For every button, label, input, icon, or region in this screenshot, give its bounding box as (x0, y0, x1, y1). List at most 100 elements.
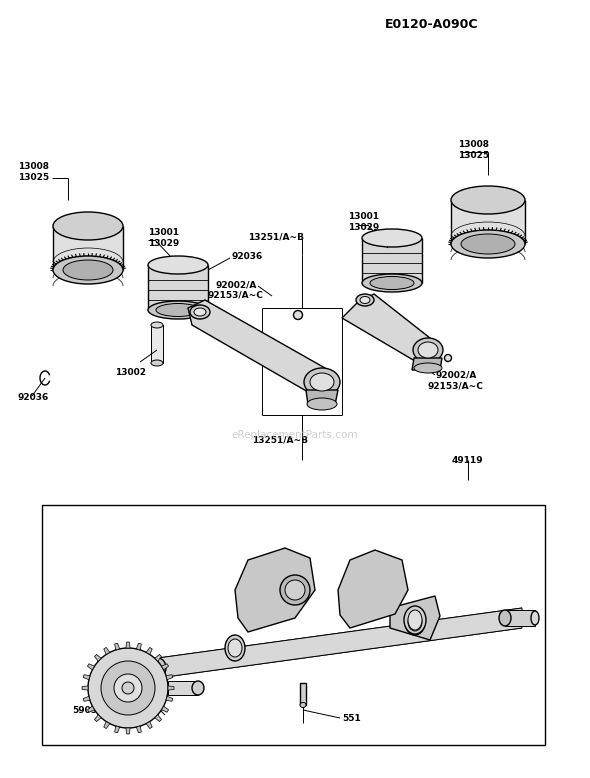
Polygon shape (83, 675, 90, 680)
Bar (42, 505, 545, 745)
Text: 13251/A~B: 13251/A~B (252, 435, 308, 444)
Bar (505, 610, 535, 626)
Polygon shape (114, 643, 120, 650)
Ellipse shape (360, 296, 370, 303)
Polygon shape (390, 596, 440, 640)
Ellipse shape (356, 294, 374, 306)
Polygon shape (235, 548, 315, 632)
Ellipse shape (531, 611, 539, 625)
Ellipse shape (194, 308, 206, 316)
Ellipse shape (88, 648, 168, 728)
Polygon shape (136, 643, 141, 650)
Polygon shape (82, 686, 88, 690)
Polygon shape (155, 715, 162, 721)
Ellipse shape (404, 606, 426, 634)
Ellipse shape (451, 186, 525, 214)
Ellipse shape (307, 398, 337, 410)
Ellipse shape (418, 342, 438, 358)
Ellipse shape (151, 360, 163, 366)
Text: 59051: 59051 (72, 706, 103, 715)
Ellipse shape (228, 639, 242, 657)
Text: 92036: 92036 (232, 252, 263, 261)
Polygon shape (94, 715, 101, 721)
Ellipse shape (122, 682, 134, 694)
Bar (168, 681, 198, 695)
Text: 13251/A~B: 13251/A~B (248, 232, 304, 241)
Text: E0120-A090C: E0120-A090C (385, 18, 478, 31)
Polygon shape (87, 706, 94, 712)
Ellipse shape (444, 355, 451, 362)
Text: 13008: 13008 (458, 140, 489, 149)
Text: 13002: 13002 (115, 368, 146, 377)
Text: 49119: 49119 (452, 456, 484, 465)
Ellipse shape (148, 301, 208, 319)
Ellipse shape (150, 658, 166, 678)
Polygon shape (162, 706, 169, 712)
Text: 13001: 13001 (348, 212, 379, 221)
Ellipse shape (225, 635, 245, 661)
Text: 551: 551 (342, 714, 360, 723)
Polygon shape (136, 726, 141, 733)
Polygon shape (126, 728, 130, 734)
Ellipse shape (156, 303, 200, 317)
Text: 13029: 13029 (148, 239, 179, 248)
Text: 92002/A: 92002/A (215, 280, 257, 289)
Ellipse shape (63, 260, 113, 280)
Ellipse shape (280, 575, 310, 605)
Ellipse shape (362, 274, 422, 292)
Polygon shape (104, 721, 110, 728)
Ellipse shape (461, 234, 515, 254)
Ellipse shape (293, 310, 303, 320)
Polygon shape (158, 608, 522, 678)
Ellipse shape (300, 703, 306, 707)
Text: 92153/A~C: 92153/A~C (428, 381, 484, 390)
Text: 13008: 13008 (18, 162, 49, 171)
Polygon shape (104, 647, 110, 654)
Ellipse shape (53, 212, 123, 240)
Bar (151, 325, 163, 363)
Ellipse shape (53, 256, 123, 284)
Polygon shape (338, 550, 408, 628)
Polygon shape (126, 642, 130, 648)
Ellipse shape (285, 580, 305, 600)
Polygon shape (451, 200, 525, 244)
Ellipse shape (451, 230, 525, 258)
Polygon shape (166, 675, 173, 680)
Text: 13025: 13025 (18, 173, 49, 182)
Ellipse shape (114, 674, 142, 702)
Polygon shape (412, 358, 442, 370)
Ellipse shape (370, 276, 414, 289)
Ellipse shape (408, 610, 422, 630)
Polygon shape (87, 664, 94, 670)
Polygon shape (148, 265, 208, 310)
Ellipse shape (414, 363, 442, 373)
Ellipse shape (101, 661, 155, 715)
Ellipse shape (304, 368, 340, 396)
Polygon shape (83, 696, 90, 701)
Ellipse shape (362, 229, 422, 247)
Polygon shape (342, 294, 435, 364)
Ellipse shape (405, 609, 425, 635)
Ellipse shape (499, 610, 511, 626)
Ellipse shape (148, 256, 208, 274)
Text: 13029: 13029 (348, 223, 379, 232)
Polygon shape (53, 226, 123, 270)
Polygon shape (362, 238, 422, 283)
Polygon shape (306, 390, 338, 405)
Polygon shape (168, 686, 174, 690)
Text: 13001: 13001 (148, 228, 179, 237)
Ellipse shape (413, 338, 443, 362)
Ellipse shape (151, 322, 163, 328)
Ellipse shape (408, 613, 422, 631)
Polygon shape (166, 696, 173, 701)
Text: 92002/A: 92002/A (435, 370, 476, 379)
Ellipse shape (310, 373, 334, 391)
Ellipse shape (190, 305, 210, 319)
Polygon shape (188, 300, 330, 396)
Bar (300, 683, 306, 705)
Polygon shape (114, 726, 120, 733)
Polygon shape (146, 647, 152, 654)
Text: 92036: 92036 (18, 393, 49, 402)
Ellipse shape (192, 681, 204, 695)
Text: 13025: 13025 (458, 151, 489, 160)
